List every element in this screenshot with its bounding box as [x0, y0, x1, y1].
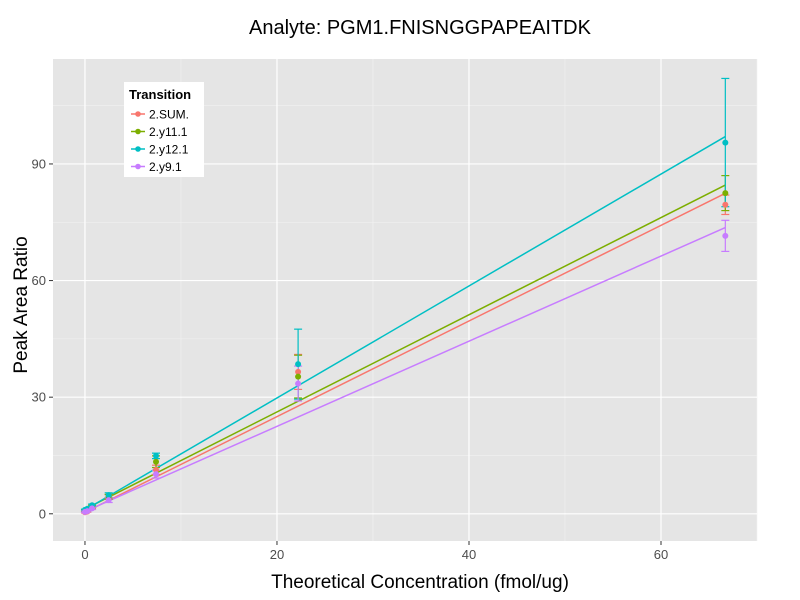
fit-line-2: [84, 135, 726, 511]
fit-line-1: [84, 184, 726, 510]
y-tick-label: 90: [32, 156, 46, 171]
y-axis-ticks: 0 30 60 90: [32, 156, 53, 521]
data-point: [84, 508, 91, 515]
data-point: [153, 466, 160, 473]
y-axis-title: Peak Area Ratio: [11, 236, 32, 373]
x-tick-label: 20: [270, 547, 284, 562]
data-point: [722, 232, 729, 239]
data-point: [295, 361, 302, 368]
legend-items: 2.SUM. 2.y11.1 2.y12.1 2.y9.1: [131, 108, 189, 174]
legend-key-point: [135, 111, 141, 117]
x-tick-label: 60: [654, 547, 668, 562]
fit-line-0: [84, 192, 726, 513]
y-tick-label: 30: [32, 390, 46, 405]
data-point: [153, 458, 160, 465]
legend-key-point: [135, 128, 141, 135]
data-point: [295, 380, 302, 387]
data-point: [722, 139, 729, 146]
data-point: [153, 471, 160, 478]
data-point: [295, 368, 302, 375]
legend-label: 2.y9.1: [149, 160, 182, 174]
legend-label: 2.SUM.: [149, 108, 189, 122]
fit-line-3: [84, 226, 726, 513]
data-point: [722, 201, 729, 208]
legend-label: 2.y11.1: [149, 125, 188, 139]
data-point: [722, 190, 729, 197]
data-point: [153, 452, 160, 459]
data-point: [89, 505, 96, 512]
legend-key-point: [135, 163, 141, 170]
y-tick-label: 0: [39, 506, 46, 521]
legend: Transition 2.SUM. 2.y11.1 2.y12.1 2.y9.1: [124, 82, 204, 177]
x-tick-label: 0: [81, 547, 88, 562]
x-tick-label: 40: [462, 547, 476, 562]
y-tick-label: 60: [32, 273, 46, 288]
data-point: [105, 497, 112, 504]
data-point: [295, 373, 302, 380]
legend-title: Transition: [129, 87, 191, 102]
legend-key-point: [135, 146, 141, 152]
fit-lines: [84, 135, 726, 513]
chart-title: Analyte: PGM1.FNISNGGPAPEAITDK: [249, 17, 592, 39]
x-axis-title: Theoretical Concentration (fmol/ug): [271, 572, 569, 593]
legend-label: 2.y12.1: [149, 143, 189, 157]
data-points: [81, 139, 729, 516]
x-axis-ticks: 0 20 40 60: [81, 541, 668, 562]
data-point: [105, 492, 112, 499]
